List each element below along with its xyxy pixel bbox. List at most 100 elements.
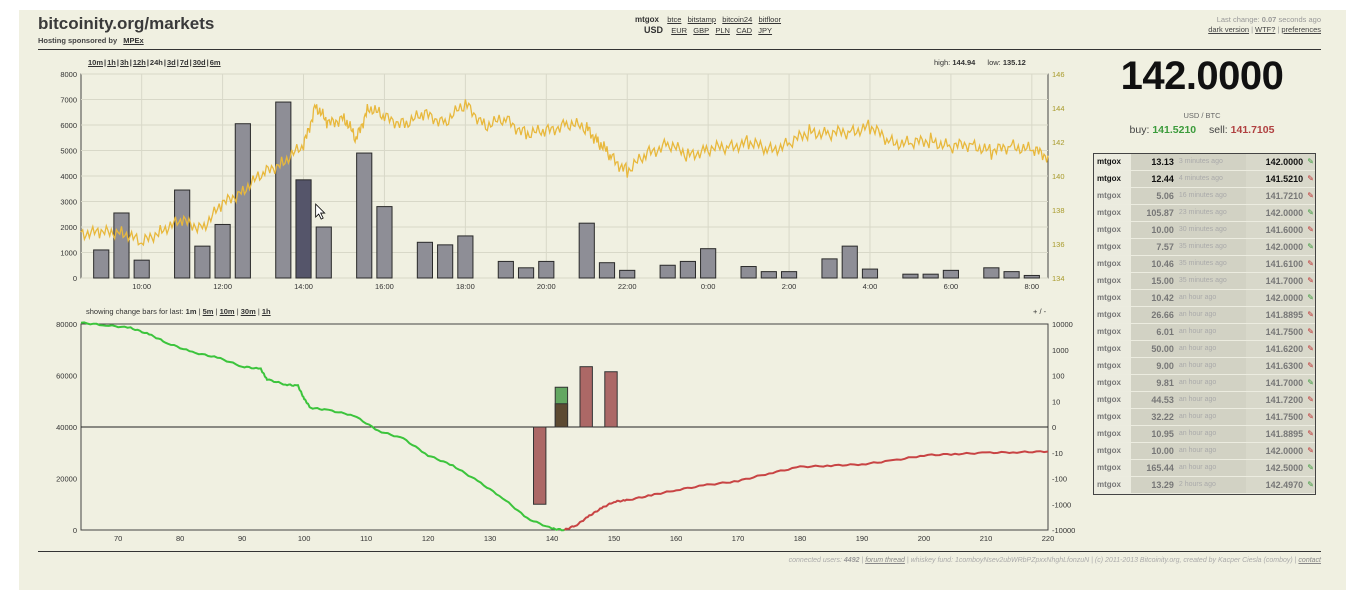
range-7d[interactable]: 7d <box>179 58 189 67</box>
change-bar-overlay <box>554 403 569 428</box>
trade-row: mtgox 9.00 an hour ago 141.6300 ✎ <box>1094 358 1315 375</box>
trade-price: 141.7210 <box>1245 188 1307 204</box>
range-1h[interactable]: 1h <box>107 58 116 67</box>
y-right-tick-label: 0 <box>1052 423 1056 432</box>
range-6m[interactable]: 6m <box>209 58 221 67</box>
range-10m[interactable]: 10m <box>88 58 104 67</box>
trade-exchange: mtgox <box>1094 171 1131 187</box>
price-down-icon: ✎ <box>1306 443 1315 459</box>
exchange-link-bitfloor[interactable]: bitfloor <box>758 15 782 24</box>
wtf-link[interactable]: WTF? <box>1255 25 1276 34</box>
mouse-cursor-icon <box>315 203 326 220</box>
trade-time: an hour ago <box>1176 409 1246 425</box>
x-tick-label: 190 <box>856 534 869 543</box>
exchange-selector: mtgox btce bitstamp bitcoin24 bitfloor U… <box>559 15 859 36</box>
buy-label: buy: <box>1129 124 1150 136</box>
range-3h[interactable]: 3h <box>120 58 129 67</box>
currency-link-cad[interactable]: CAD <box>736 26 753 35</box>
trade-exchange: mtgox <box>1094 273 1131 289</box>
preferences-link[interactable]: preferences <box>1281 25 1321 34</box>
currency-link-jpy[interactable]: JPY <box>758 26 773 35</box>
trade-row: mtgox 50.00 an hour ago 141.6200 ✎ <box>1094 341 1315 358</box>
price-down-icon: ✎ <box>1306 426 1315 442</box>
y-left-tick-label: 0 <box>73 274 77 283</box>
trade-amount: 10.42 <box>1130 290 1177 306</box>
currency-row: USD EUR GBP PLN CAD JPY <box>559 25 859 36</box>
trade-row: mtgox 165.44 an hour ago 142.5000 ✎ <box>1094 460 1315 477</box>
x-tick-label: 90 <box>238 534 246 543</box>
trade-price: 142.0000 <box>1245 205 1307 221</box>
price-volume-chart[interactable]: 10:00 12:00 14:00 16:00 18:00 20:00 22:00 0:00 2… <box>19 66 1079 306</box>
exchange-link-btce[interactable]: btce <box>667 15 682 24</box>
price-up-icon: ✎ <box>1306 239 1315 255</box>
high-label: high: <box>934 58 951 67</box>
depth-chart[interactable]: 70 80 90 100 110 120 130 140 150 160 170 180 190 200 2… <box>19 316 1079 546</box>
y-right-tick-label: 10 <box>1052 397 1060 406</box>
y-left-tick-label: 8000 <box>60 70 77 79</box>
trade-amount: 165.44 <box>1130 460 1177 476</box>
dark-version-link[interactable]: dark version <box>1208 25 1250 34</box>
y-right-tick-label: -10 <box>1052 449 1063 458</box>
range-30d[interactable]: 30d <box>192 58 206 67</box>
volume-bar <box>194 245 211 279</box>
plus-minus-label: + / - <box>1033 307 1047 316</box>
price-down-icon: ✎ <box>1306 307 1315 323</box>
change-bar-up <box>604 371 618 428</box>
currency-link-eur[interactable]: EUR <box>671 26 688 35</box>
x-tick-label: 18:00 <box>456 282 475 291</box>
trade-amount: 10.00 <box>1130 222 1177 238</box>
trade-time: 4 minutes ago <box>1176 171 1246 187</box>
trade-price: 141.8895 <box>1245 307 1307 323</box>
change-bars-30m[interactable]: 30m <box>240 307 256 316</box>
buy-value: 141.5210 <box>1152 124 1197 136</box>
trade-amount: 13.13 <box>1130 154 1177 170</box>
sponsor-link[interactable]: MPEx <box>123 36 144 45</box>
change-bars-1m[interactable]: 1m <box>185 307 197 316</box>
change-bars-selector: showing change bars for last: 1m | 5m | … <box>86 307 271 316</box>
currency-link-pln[interactable]: PLN <box>715 26 730 35</box>
x-tick-label: 160 <box>670 534 683 543</box>
y-right-tick-label: 100 <box>1052 372 1065 381</box>
y-right-tick-label: 140 <box>1052 172 1065 181</box>
exchange-link-bitcoin24[interactable]: bitcoin24 <box>722 15 753 24</box>
currency-link-gbp[interactable]: GBP <box>693 26 710 35</box>
trade-time: 3 minutes ago <box>1176 154 1246 170</box>
y-left-tick-label: 40000 <box>56 423 77 432</box>
change-bars-10m[interactable]: 10m <box>219 307 235 316</box>
forum-thread-link[interactable]: forum thread <box>865 557 905 564</box>
range-24h[interactable]: 24h <box>149 58 163 67</box>
trade-row: mtgox 32.22 an hour ago 141.7500 ✎ <box>1094 409 1315 426</box>
trade-price: 141.8895 <box>1245 426 1307 442</box>
range-12h[interactable]: 12h <box>132 58 146 67</box>
x-tick-label: 12:00 <box>213 282 232 291</box>
volume-bar <box>942 269 959 279</box>
price-up-icon: ✎ <box>1306 154 1315 170</box>
exchange-link-bitstamp[interactable]: bitstamp <box>687 15 716 24</box>
range-3d[interactable]: 3d <box>166 58 176 67</box>
volume-bar <box>841 245 858 279</box>
change-bars-1h[interactable]: 1h <box>261 307 271 316</box>
volume-bar <box>821 258 838 279</box>
volume-bar <box>700 248 717 279</box>
volume-bar <box>598 262 616 279</box>
trade-time: 16 minutes ago <box>1176 188 1246 204</box>
trade-time: an hour ago <box>1176 460 1246 476</box>
volume-bar <box>902 273 919 279</box>
x-tick-label: 120 <box>422 534 435 543</box>
trade-exchange: mtgox <box>1094 341 1131 357</box>
volume-bar <box>275 101 292 279</box>
x-tick-label: 22:00 <box>618 282 637 291</box>
trade-row: mtgox 10.42 an hour ago 142.0000 ✎ <box>1094 290 1315 307</box>
x-tick-label: 210 <box>980 534 993 543</box>
y-left-tick-label: 3000 <box>60 198 77 207</box>
y-right-tick-label: -100 <box>1052 475 1067 484</box>
price-down-icon: ✎ <box>1306 171 1315 187</box>
price-up-icon: ✎ <box>1306 477 1315 493</box>
volume-bar <box>295 179 312 279</box>
trade-time: 30 minutes ago <box>1176 222 1246 238</box>
trade-price: 142.5000 <box>1245 460 1307 476</box>
contact-link[interactable]: contact <box>1298 557 1321 564</box>
price-down-icon: ✎ <box>1306 273 1315 289</box>
trade-row: mtgox 7.57 35 minutes ago 142.0000 ✎ <box>1094 239 1315 256</box>
change-bars-5m[interactable]: 5m <box>202 307 214 316</box>
